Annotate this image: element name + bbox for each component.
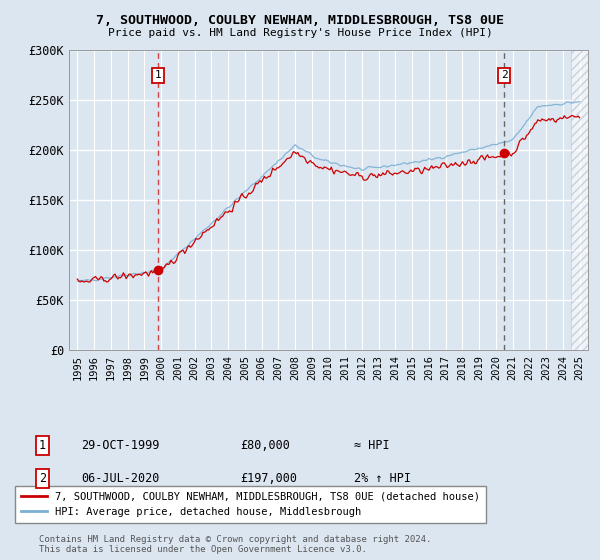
Text: Price paid vs. HM Land Registry's House Price Index (HPI): Price paid vs. HM Land Registry's House … [107,28,493,38]
Text: £80,000: £80,000 [240,438,290,452]
Text: 2% ↑ HPI: 2% ↑ HPI [354,472,411,486]
Text: Contains HM Land Registry data © Crown copyright and database right 2024.
This d: Contains HM Land Registry data © Crown c… [39,535,431,554]
Legend: 7, SOUTHWOOD, COULBY NEWHAM, MIDDLESBROUGH, TS8 0UE (detached house), HPI: Avera: 7, SOUTHWOOD, COULBY NEWHAM, MIDDLESBROU… [14,486,487,523]
Text: £197,000: £197,000 [240,472,297,486]
Text: 2: 2 [39,472,46,486]
Bar [571,50,588,350]
Text: 06-JUL-2020: 06-JUL-2020 [81,472,160,486]
Text: 1: 1 [39,438,46,452]
Text: ≈ HPI: ≈ HPI [354,438,389,452]
Text: 1: 1 [155,71,161,81]
Text: 7, SOUTHWOOD, COULBY NEWHAM, MIDDLESBROUGH, TS8 0UE: 7, SOUTHWOOD, COULBY NEWHAM, MIDDLESBROU… [96,14,504,27]
Text: 2: 2 [501,71,508,81]
Text: 29-OCT-1999: 29-OCT-1999 [81,438,160,452]
